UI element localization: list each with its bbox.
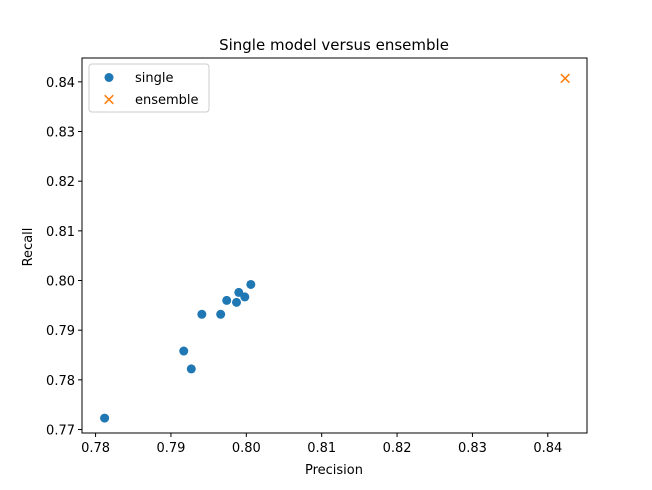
legend-marker-ensemble: [104, 94, 114, 105]
y-tick-label: 0.77: [46, 424, 75, 439]
y-axis-label: Recall: [21, 228, 36, 267]
scatter-point-single: [246, 279, 256, 289]
scatter-point-single: [100, 413, 110, 423]
y-tick-label: 0.81: [46, 225, 75, 240]
legend-label-single: single: [135, 71, 174, 86]
legend-box: [88, 63, 210, 113]
y-tick-label: 0.80: [46, 275, 75, 290]
y-tick-label: 0.83: [46, 126, 75, 141]
legend-label-ensemble: ensemble: [135, 93, 199, 108]
marks-layer: [100, 73, 570, 423]
x-tick-label: 0.81: [307, 441, 336, 456]
scatter-point-single: [197, 309, 207, 319]
scatter-point-single: [179, 346, 189, 356]
legend: single ensemble: [88, 63, 210, 113]
x-tick-label: 0.83: [458, 441, 487, 456]
x-tick-label: 0.82: [383, 441, 412, 456]
scatter-point-single: [216, 309, 226, 319]
scatter-point-single: [240, 292, 250, 302]
scatter-point-single: [232, 297, 242, 307]
scatter-point-single: [222, 295, 232, 305]
x-tick-label: 0.78: [81, 441, 110, 456]
y-tick-label: 0.82: [46, 175, 75, 190]
ticks-layer: 0.78 0.79 0.80 0.81 0.82 0.83 0.84 0.77 0.78 0.79…: [46, 76, 562, 456]
chart-title: Single model versus ensemble: [219, 36, 449, 54]
scatter-point-ensemble: [560, 73, 570, 84]
x-tick-label: 0.84: [533, 441, 562, 456]
y-tick-label: 0.84: [46, 76, 75, 91]
y-tick-label: 0.79: [46, 324, 75, 339]
legend-marker-single: [104, 73, 114, 82]
y-tick-label: 0.78: [46, 374, 75, 389]
x-axis-label: Precision: [305, 463, 363, 478]
axes-frame: [81, 57, 588, 434]
scatter-point-single: [186, 364, 196, 374]
x-tick-label: 0.79: [156, 441, 185, 456]
x-tick-label: 0.80: [232, 441, 261, 456]
legend-markers: [104, 73, 114, 105]
